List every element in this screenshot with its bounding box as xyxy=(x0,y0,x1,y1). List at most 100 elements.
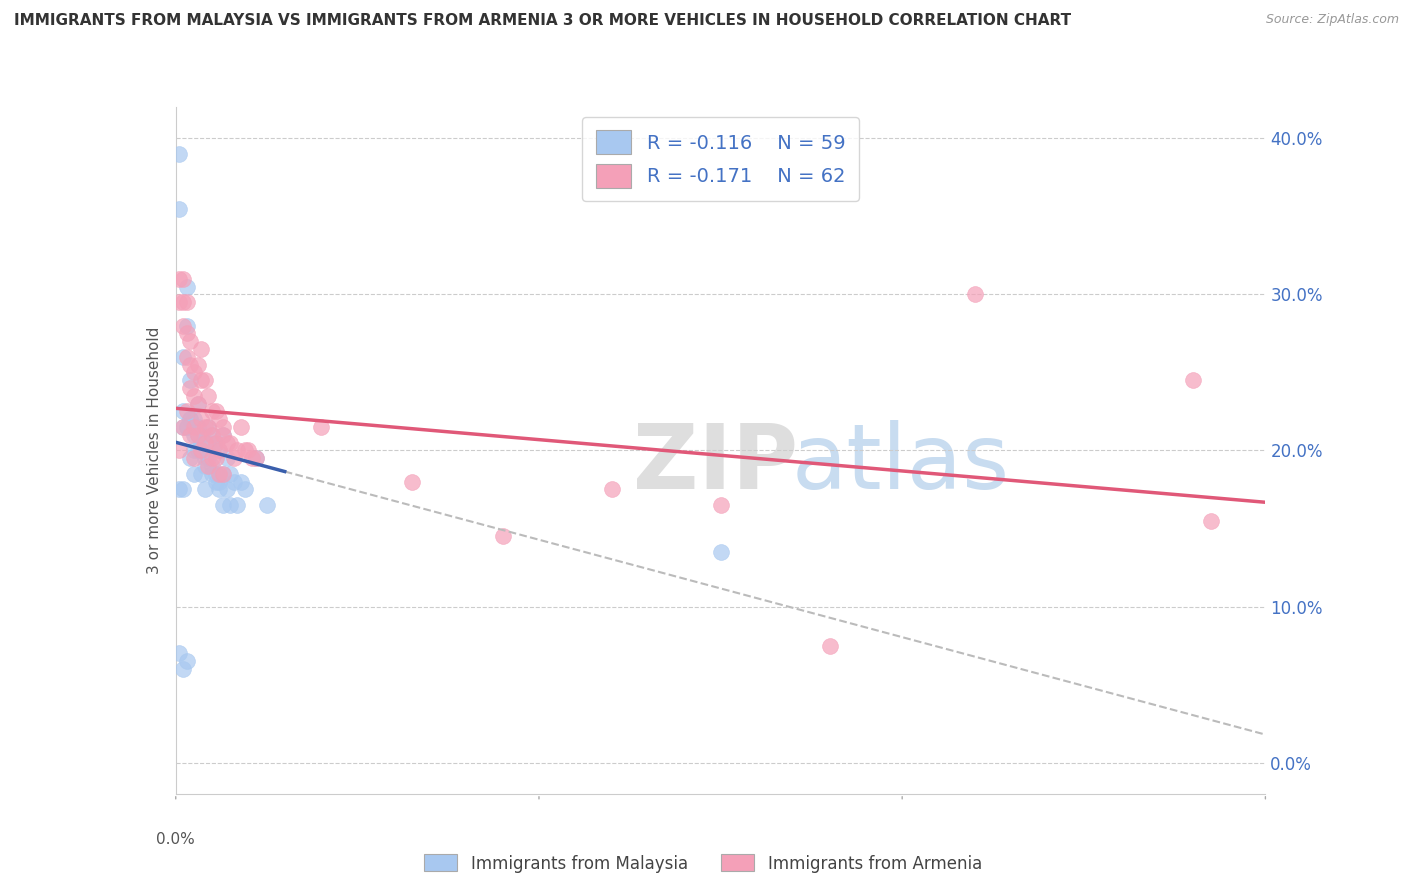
Point xyxy=(194,420,217,434)
Point xyxy=(212,427,235,442)
Point xyxy=(215,451,238,466)
Point xyxy=(208,412,231,426)
Point xyxy=(204,404,226,418)
Point xyxy=(208,443,231,458)
Point xyxy=(190,427,212,442)
Point xyxy=(172,350,194,364)
Point xyxy=(176,420,198,434)
Point xyxy=(1199,514,1222,528)
Y-axis label: 3 or more Vehicles in Household: 3 or more Vehicles in Household xyxy=(146,326,162,574)
Point xyxy=(172,420,194,434)
Point xyxy=(222,475,245,489)
Point xyxy=(176,318,198,333)
Point xyxy=(186,427,209,442)
Point xyxy=(201,451,224,466)
Point xyxy=(179,427,201,442)
Point xyxy=(169,202,191,216)
Point xyxy=(197,420,219,434)
Point xyxy=(172,295,194,310)
Point xyxy=(183,389,205,403)
Point xyxy=(186,358,209,372)
Point xyxy=(194,451,217,466)
Point xyxy=(710,498,733,512)
Point xyxy=(600,483,623,497)
Point xyxy=(179,373,201,387)
Point xyxy=(176,404,198,418)
Point xyxy=(186,420,209,434)
Point xyxy=(231,420,253,434)
Point xyxy=(492,529,515,543)
Point xyxy=(233,483,256,497)
Point xyxy=(233,443,256,458)
Point xyxy=(176,654,198,668)
Point xyxy=(208,443,231,458)
Point xyxy=(190,373,212,387)
Point xyxy=(179,358,201,372)
Point xyxy=(179,412,201,426)
Point xyxy=(208,475,231,489)
Point xyxy=(197,420,219,434)
Point xyxy=(963,287,986,301)
Point xyxy=(179,451,201,466)
Point xyxy=(818,639,841,653)
Point xyxy=(201,404,224,418)
Point xyxy=(183,420,205,434)
Point xyxy=(194,458,217,473)
Point xyxy=(204,475,226,489)
Point xyxy=(1181,373,1204,387)
Point xyxy=(176,279,198,293)
Point xyxy=(179,412,201,426)
Point xyxy=(169,483,191,497)
Point xyxy=(208,483,231,497)
Point xyxy=(197,389,219,403)
Point xyxy=(190,443,212,458)
Point xyxy=(710,545,733,559)
Point xyxy=(204,451,226,466)
Point xyxy=(183,443,205,458)
Point xyxy=(186,443,209,458)
Point xyxy=(197,435,219,450)
Text: Source: ZipAtlas.com: Source: ZipAtlas.com xyxy=(1265,13,1399,27)
Point xyxy=(190,443,212,458)
Point xyxy=(183,467,205,481)
Point xyxy=(212,498,235,512)
Text: 0.0%: 0.0% xyxy=(156,831,195,847)
Point xyxy=(169,295,191,310)
Legend: R = -0.116    N = 59, R = -0.171    N = 62: R = -0.116 N = 59, R = -0.171 N = 62 xyxy=(582,117,859,202)
Point xyxy=(215,483,238,497)
Point xyxy=(226,443,249,458)
Point xyxy=(194,373,217,387)
Point xyxy=(219,467,242,481)
Point xyxy=(194,483,217,497)
Point xyxy=(212,420,235,434)
Text: atlas: atlas xyxy=(792,420,1010,508)
Point xyxy=(201,467,224,481)
Point xyxy=(212,427,235,442)
Point xyxy=(169,146,191,161)
Point xyxy=(186,396,209,410)
Point xyxy=(169,646,191,660)
Point xyxy=(201,427,224,442)
Point xyxy=(176,350,198,364)
Point xyxy=(190,342,212,356)
Point xyxy=(186,427,209,442)
Point xyxy=(401,475,423,489)
Point xyxy=(172,271,194,285)
Point xyxy=(190,435,212,450)
Point xyxy=(309,420,332,434)
Point xyxy=(176,326,198,341)
Point xyxy=(186,396,209,410)
Point xyxy=(231,475,253,489)
Point xyxy=(204,435,226,450)
Point xyxy=(176,420,198,434)
Point xyxy=(169,443,191,458)
Point xyxy=(183,412,205,426)
Point xyxy=(240,451,263,466)
Point xyxy=(172,420,194,434)
Point xyxy=(176,295,198,310)
Point xyxy=(238,443,260,458)
Point xyxy=(179,334,201,348)
Point xyxy=(190,467,212,481)
Point xyxy=(197,451,219,466)
Point xyxy=(212,467,235,481)
